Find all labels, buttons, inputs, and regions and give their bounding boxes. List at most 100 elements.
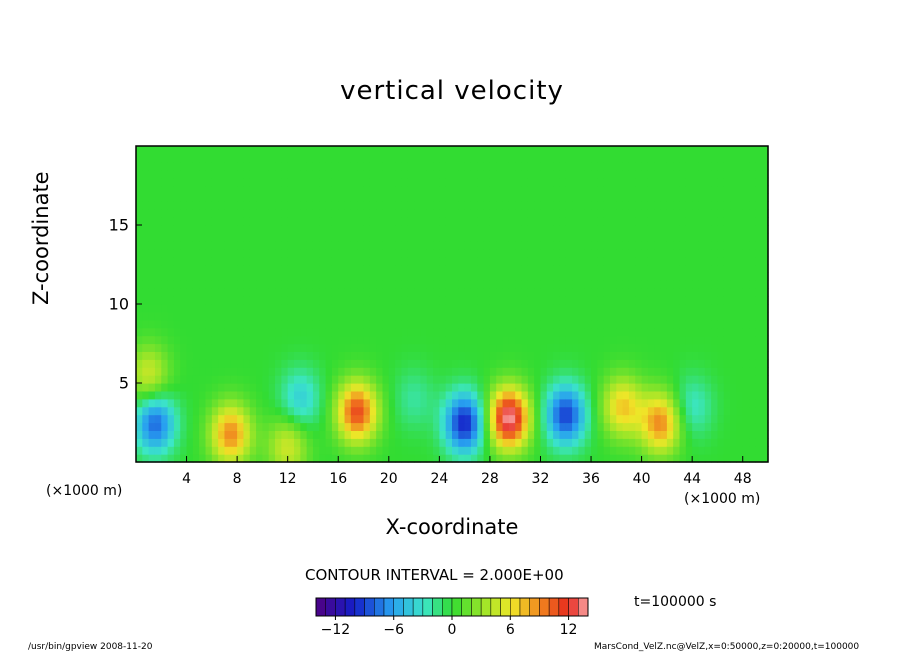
heatmap-cell	[742, 256, 750, 266]
heatmap-cell	[546, 185, 554, 194]
heatmap-cell	[262, 146, 270, 155]
heatmap-cell	[521, 169, 529, 179]
heatmap-cell	[199, 264, 207, 273]
heatmap-cell	[698, 375, 706, 384]
heatmap-cell	[660, 304, 668, 313]
heatmap-cell	[704, 161, 712, 171]
heatmap-cell	[237, 375, 245, 384]
heatmap-cell	[496, 146, 504, 155]
heatmap-cell	[237, 367, 245, 376]
heatmap-cell	[388, 414, 396, 424]
heatmap-cell	[186, 367, 194, 376]
heatmap-cell	[692, 169, 700, 179]
heatmap-cell	[249, 351, 257, 360]
heatmap-cell	[312, 454, 320, 463]
heatmap-cell	[591, 414, 598, 424]
heatmap-cell	[673, 280, 681, 289]
heatmap-cell	[692, 146, 700, 155]
heatmap-cell	[161, 406, 169, 416]
heatmap-cell	[496, 280, 504, 289]
heatmap-cell	[338, 446, 346, 455]
heatmap-cell	[256, 430, 263, 439]
heatmap-cell	[489, 343, 497, 352]
heatmap-cell	[565, 217, 573, 226]
heatmap-cell	[527, 343, 535, 352]
heatmap-cell	[698, 422, 706, 431]
heatmap-cell	[483, 319, 491, 329]
heatmap-cell	[666, 406, 674, 416]
heatmap-cell	[306, 177, 314, 187]
heatmap-cell	[325, 304, 333, 313]
heatmap-cell	[211, 398, 219, 408]
heatmap-cell	[628, 248, 636, 258]
heatmap-cell	[186, 359, 194, 368]
heatmap-cell	[382, 414, 390, 424]
heatmap-cell	[142, 248, 150, 258]
heatmap-cell	[502, 272, 510, 281]
heatmap-cell	[584, 454, 592, 463]
heatmap-cell	[761, 209, 769, 218]
heatmap-cell	[483, 225, 491, 234]
heatmap-cell	[426, 398, 434, 408]
heatmap-cell	[458, 327, 466, 337]
heatmap-cell	[287, 280, 295, 289]
heatmap-cell	[401, 406, 409, 416]
heatmap-cell	[616, 406, 624, 416]
heatmap-cell	[641, 422, 649, 431]
heatmap-cell	[641, 217, 649, 226]
heatmap-cell	[584, 264, 592, 273]
heatmap-cell	[540, 256, 548, 266]
heatmap-cell	[730, 304, 737, 313]
heatmap-cell	[679, 383, 687, 392]
heatmap-cell	[584, 161, 592, 171]
heatmap-cell	[395, 248, 403, 258]
heatmap-cell	[534, 406, 542, 416]
heatmap-cell	[654, 359, 662, 368]
heatmap-cell	[685, 248, 693, 258]
heatmap-cell	[237, 438, 245, 447]
heatmap-cell	[578, 304, 586, 313]
heatmap-cell	[458, 383, 466, 392]
heatmap-cell	[515, 335, 523, 345]
heatmap-cell	[275, 256, 282, 266]
heatmap-cell	[369, 438, 377, 447]
heatmap-cell	[572, 201, 579, 210]
heatmap-cell	[306, 217, 314, 226]
heatmap-cell	[723, 304, 731, 313]
heatmap-cell	[736, 256, 744, 266]
heatmap-cell	[717, 446, 725, 455]
heatmap-cell	[256, 406, 263, 416]
heatmap-cell	[420, 304, 428, 313]
heatmap-cell	[445, 272, 453, 281]
heatmap-cell	[628, 430, 636, 439]
heatmap-cell	[635, 240, 643, 250]
heatmap-cell	[553, 398, 561, 408]
heatmap-cell	[628, 146, 636, 155]
heatmap-cell	[628, 264, 636, 273]
heatmap-cell	[192, 193, 200, 202]
heatmap-cell	[610, 375, 617, 384]
heatmap-cell	[388, 375, 396, 384]
heatmap-cell	[331, 343, 339, 352]
heatmap-cell	[578, 296, 586, 305]
heatmap-cell	[199, 383, 207, 392]
heatmap-cell	[496, 169, 504, 179]
heatmap-cell	[730, 327, 737, 337]
heatmap-cell	[420, 201, 428, 210]
heatmap-cell	[666, 390, 674, 400]
heatmap-cell	[281, 359, 289, 368]
heatmap-cell	[711, 311, 719, 321]
heatmap-cell	[199, 248, 207, 258]
footer-right: MarsCond_VelZ.nc@VelZ,x=0:50000,z=0:2000…	[594, 642, 860, 652]
heatmap-cell	[591, 343, 598, 352]
heatmap-cell	[711, 414, 719, 424]
heatmap-cell	[268, 430, 276, 439]
heatmap-cell	[401, 177, 409, 187]
heatmap-cell	[647, 343, 655, 352]
heatmap-cell	[641, 367, 649, 376]
heatmap-cell	[192, 406, 200, 416]
heatmap-cell	[628, 383, 636, 392]
heatmap-cell	[275, 454, 282, 463]
heatmap-cell	[230, 343, 238, 352]
heatmap-cell	[192, 296, 200, 305]
